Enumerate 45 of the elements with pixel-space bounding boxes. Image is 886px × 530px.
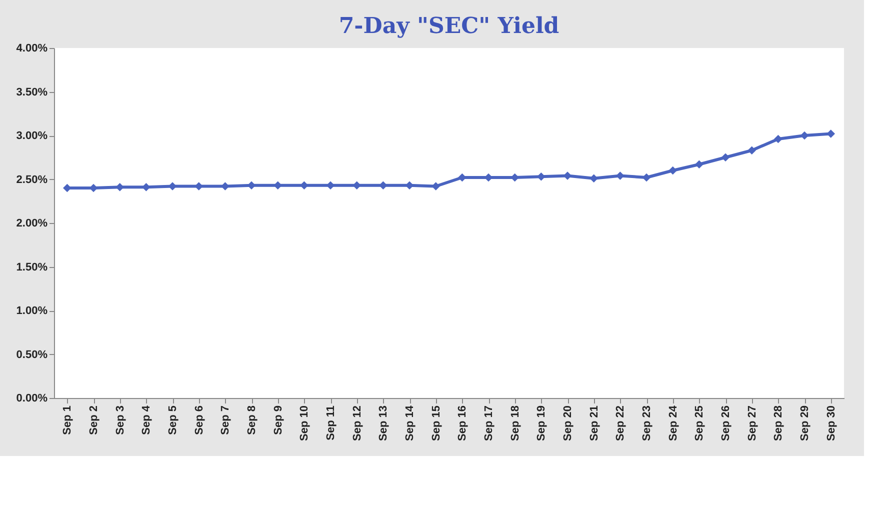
x-tick-label: Sep 13	[378, 406, 390, 441]
x-tick-label: Sep 6	[193, 406, 206, 435]
x-tick-label: Sep 18	[509, 406, 522, 441]
x-tick-label: Sep 2	[88, 406, 100, 435]
x-tick-label: Sep 11	[325, 406, 337, 440]
x-tick-label: Sep 14	[404, 404, 416, 441]
point	[774, 134, 782, 144]
x-tick-label: Sep 23	[641, 406, 653, 441]
x-tick-label: Sep 5	[167, 406, 179, 435]
x-tick-label: Sep 3	[114, 406, 126, 435]
x-tick-label: Sep 17	[483, 406, 495, 441]
y-tick-label: 0.50%	[16, 348, 48, 361]
y-tick-label: 2.50%	[16, 174, 48, 186]
x-tick-label: Sep 26	[720, 406, 732, 441]
y-tick-label: 3.50%	[16, 86, 48, 98]
y-tick-label: 4.00%	[16, 42, 48, 54]
y-tick-label: 3.00%	[16, 130, 48, 142]
y-tick-label: 1.00%	[16, 305, 48, 317]
point	[694, 160, 704, 169]
x-tick-label: Sep 16	[456, 406, 469, 441]
x-tick-label: Sep 4	[140, 404, 153, 435]
x-tick-label: Sep 20	[562, 406, 574, 441]
x-tick-label: Sep 28	[772, 406, 785, 441]
y-tick-label: 2.00%	[16, 218, 48, 230]
x-tick-label: Sep 15	[430, 406, 442, 441]
x-tick-label: Sep 19	[536, 406, 548, 441]
x-tick-label: Sep 25	[694, 406, 706, 441]
x-tick-label: Sep 12	[351, 406, 364, 441]
x-tick-label: Sep 8	[246, 406, 258, 435]
x-tick-label: Sep 30	[825, 406, 838, 441]
chart-title: 7-Day "SEC" Yield	[338, 13, 560, 39]
point	[668, 166, 678, 175]
y-tick-label: 0.00%	[16, 392, 48, 404]
y-tick-label: 1.50%	[16, 261, 48, 274]
x-tick-label: Sep 21	[588, 406, 600, 441]
x-tick-label: Sep 27	[746, 406, 758, 441]
point	[748, 146, 756, 155]
x-tick-label: Sep 10	[298, 406, 311, 441]
x-tick-label: Sep 22	[614, 406, 627, 441]
x-tick-label: Sep 29	[799, 406, 811, 441]
x-tick-label: Sep 1	[62, 406, 74, 435]
point	[721, 153, 730, 162]
x-tick-label: Sep 7	[220, 406, 232, 435]
x-tick-label: Sep 24	[667, 404, 680, 441]
x-tick-label: Sep 9	[272, 406, 284, 435]
